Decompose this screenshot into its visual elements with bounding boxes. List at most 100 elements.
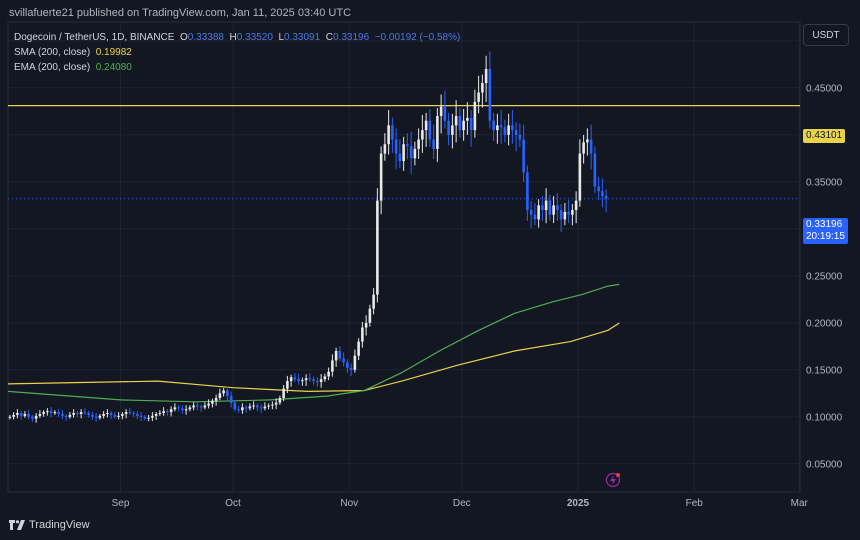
candle-body [548, 200, 552, 215]
candle-body [132, 413, 135, 415]
candle-body [387, 125, 390, 145]
candle-body [417, 139, 420, 149]
candle-body [109, 413, 113, 415]
close-label: C [325, 32, 333, 43]
candle-body [293, 377, 297, 380]
open-label: O [180, 32, 188, 43]
candle-body [166, 411, 169, 413]
candle-body [582, 142, 585, 154]
candle-body [443, 106, 447, 121]
candle-body [503, 127, 507, 135]
tradingview-logo-icon [9, 520, 25, 530]
candle-body [46, 411, 49, 413]
candle-body [492, 120, 495, 131]
candle-body [23, 413, 27, 416]
candle-body [319, 379, 323, 383]
candle-body [274, 402, 278, 405]
candle-body [27, 413, 30, 417]
tradingview-logo[interactable]: TradingView [9, 519, 90, 531]
candle-body [297, 379, 300, 382]
candle-body [518, 134, 522, 140]
candle-body [391, 125, 394, 140]
candle-body [301, 380, 304, 382]
legend-ohlc-row: Dogecoin / TetherUS, 1D, BINANCE O0.3338… [14, 30, 460, 45]
x-tick-label: Sep [112, 498, 130, 509]
sma-200-line [7, 322, 620, 393]
candle-body [436, 116, 439, 149]
candle-body [218, 393, 222, 398]
candle-body [589, 139, 593, 154]
candle-body [312, 379, 315, 382]
candle-body [421, 130, 424, 140]
candle-body [496, 125, 499, 131]
candle-body [61, 413, 64, 416]
candle-body [571, 210, 574, 215]
candle-body [188, 407, 192, 410]
candle-body [394, 139, 398, 154]
last-price-value: 0.33196 [806, 219, 843, 230]
candle-body [83, 412, 87, 414]
candle-body [16, 413, 19, 415]
candle-body [49, 411, 53, 414]
candle-body [552, 205, 555, 215]
last-price-tag: 0.33196 20:19:15 [803, 218, 848, 244]
legend-sma-row[interactable]: SMA (200, close) 0.19982 [14, 45, 460, 60]
grid-lines [7, 21, 801, 493]
ema-200-line [7, 283, 620, 403]
high-value: 0.33520 [236, 32, 273, 43]
candle-body [499, 125, 503, 128]
candle-body [507, 125, 510, 135]
tradingview-brand: TradingView [29, 519, 90, 531]
candle-body [368, 308, 372, 323]
candle-body [106, 413, 109, 415]
candle-body [383, 144, 387, 154]
candle-body [406, 144, 409, 147]
candle-body [72, 413, 75, 415]
candle-body [79, 412, 83, 414]
candle-body [207, 403, 210, 406]
candle-body [102, 413, 105, 416]
sma-value: 0.19982 [95, 47, 132, 58]
open-value: 0.33388 [187, 32, 224, 43]
legend: Dogecoin / TetherUS, 1D, BINANCE O0.3338… [14, 30, 460, 75]
candle-body [447, 120, 450, 135]
candle-body [181, 408, 184, 411]
candle-body [541, 205, 544, 210]
candle-body [128, 412, 132, 414]
x-tick-label: 2025 [567, 498, 590, 509]
candle-body [192, 405, 195, 408]
currency-button[interactable]: USDT [803, 24, 849, 46]
candle-body [91, 414, 94, 417]
x-tick-label: Oct [225, 498, 241, 509]
candle-body [76, 413, 79, 415]
event-marker-ring [605, 472, 621, 488]
candle-body [53, 412, 57, 414]
candle-body [462, 120, 465, 131]
event-marker-dot [616, 473, 620, 477]
candle-body [402, 144, 405, 162]
candle-body [514, 130, 518, 135]
y-tick-label: 0.45000 [806, 83, 843, 94]
x-tick-label: Mar [791, 498, 809, 509]
close-value: 0.33196 [332, 32, 370, 43]
candle-body [323, 376, 327, 380]
x-tick-label: Feb [686, 498, 704, 509]
candle-body [379, 153, 383, 201]
candle-body [121, 413, 124, 416]
symbol-name[interactable]: Dogecoin / TetherUS, 1D, BINANCE [14, 32, 175, 43]
candle-body [533, 214, 537, 220]
candle-body [334, 351, 338, 361]
publisher-credit: svillafuerte21 published on TradingView.… [9, 7, 352, 19]
candle-body [214, 398, 218, 401]
candle-body [289, 377, 293, 382]
candle-body [177, 407, 180, 409]
legend-ema-row[interactable]: EMA (200, close) 0.24080 [14, 60, 460, 75]
candle-body [147, 417, 150, 419]
candle-body [522, 139, 525, 173]
candle-body [263, 406, 267, 409]
x-tick-label: Dec [453, 498, 471, 509]
candle-body [477, 92, 480, 102]
candle-body [87, 413, 90, 415]
candle-body [282, 388, 285, 398]
